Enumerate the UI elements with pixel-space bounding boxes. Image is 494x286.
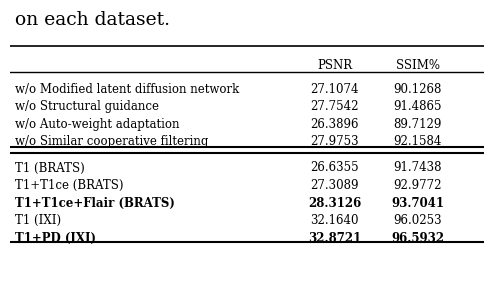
Text: w/o Structural guidance: w/o Structural guidance (15, 100, 159, 113)
Text: w/o Auto-weight adaptation: w/o Auto-weight adaptation (15, 118, 179, 131)
Text: 91.4865: 91.4865 (394, 100, 442, 113)
Text: T1+T1ce+Flair (BRATS): T1+T1ce+Flair (BRATS) (15, 196, 174, 210)
Text: 27.3089: 27.3089 (311, 179, 359, 192)
Text: T1+PD (IXI): T1+PD (IXI) (15, 232, 96, 245)
Text: 92.9772: 92.9772 (394, 179, 442, 192)
Text: T1 (IXI): T1 (IXI) (15, 214, 61, 227)
Text: 27.1074: 27.1074 (311, 83, 359, 96)
Text: T1+T1ce (BRATS): T1+T1ce (BRATS) (15, 179, 123, 192)
Text: 92.1584: 92.1584 (394, 135, 442, 148)
Text: 96.0253: 96.0253 (393, 214, 442, 227)
Text: 32.1640: 32.1640 (311, 214, 359, 227)
Text: T1 (BRATS): T1 (BRATS) (15, 162, 84, 174)
Text: 27.9753: 27.9753 (310, 135, 359, 148)
Text: 93.7041: 93.7041 (391, 196, 444, 210)
Text: PSNR: PSNR (317, 59, 352, 72)
Text: 27.7542: 27.7542 (311, 100, 359, 113)
Text: 91.7438: 91.7438 (394, 162, 442, 174)
Text: w/o Similar cooperative filtering: w/o Similar cooperative filtering (15, 135, 208, 148)
Text: SSIM%: SSIM% (396, 59, 440, 72)
Text: 89.7129: 89.7129 (394, 118, 442, 131)
Text: on each dataset.: on each dataset. (15, 11, 169, 29)
Text: 90.1268: 90.1268 (394, 83, 442, 96)
Text: 32.8721: 32.8721 (308, 232, 361, 245)
Text: 96.5932: 96.5932 (391, 232, 444, 245)
Text: w/o Modified latent diffusion network: w/o Modified latent diffusion network (15, 83, 239, 96)
Text: 26.3896: 26.3896 (311, 118, 359, 131)
Text: 28.3126: 28.3126 (308, 196, 361, 210)
Text: 26.6355: 26.6355 (310, 162, 359, 174)
